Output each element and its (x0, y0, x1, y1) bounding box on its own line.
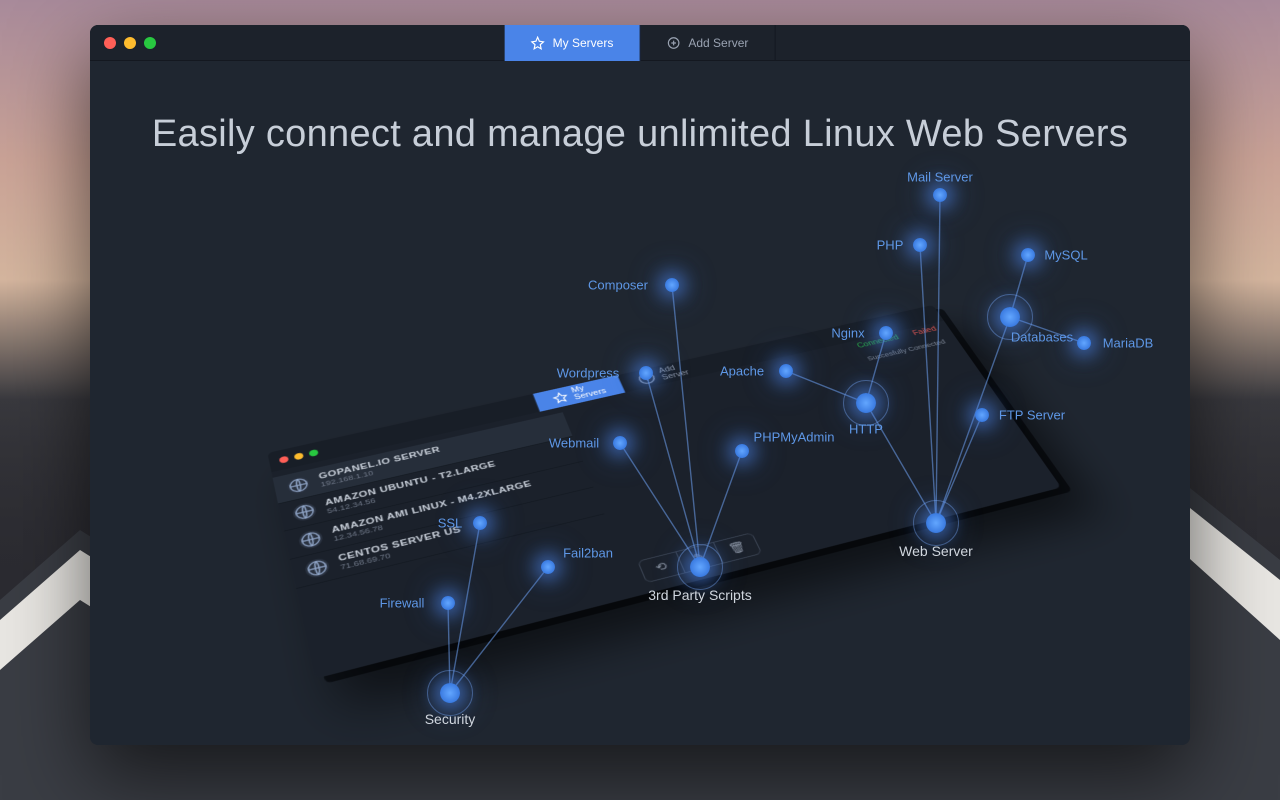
tab-my-servers[interactable]: My Servers (505, 25, 641, 61)
node-phpmyadmin[interactable] (735, 444, 749, 458)
node-dot (639, 366, 653, 380)
tab-label: My Servers (553, 36, 614, 50)
node-dot (473, 516, 487, 530)
node-label-mariadb: MariaDB (1103, 336, 1154, 351)
tab-label: Add Server (688, 36, 748, 50)
node-dot (735, 444, 749, 458)
minimize-icon[interactable] (124, 37, 136, 49)
node-dot (541, 560, 555, 574)
inner-tab-my-servers[interactable]: My Servers (533, 375, 625, 412)
node-dot (441, 596, 455, 610)
node-nginx[interactable] (879, 326, 893, 340)
close-icon[interactable] (279, 455, 289, 463)
node-ring (843, 380, 889, 426)
status-failed: Failed (911, 326, 938, 337)
node-composer[interactable] (665, 278, 679, 292)
zoom-icon[interactable] (144, 37, 156, 49)
node-dot (913, 238, 927, 252)
globe-icon (298, 529, 325, 551)
node-dot (665, 278, 679, 292)
node-fail2ban[interactable] (541, 560, 555, 574)
inner-tab-add-server[interactable]: Add Server (617, 357, 707, 393)
node-apache[interactable] (779, 364, 793, 378)
titlebar: My Servers Add Server (90, 25, 1190, 61)
node-mailserver[interactable] (933, 188, 947, 202)
node-label-composer: Composer (588, 278, 648, 293)
node-ring (677, 544, 723, 590)
minimize-icon[interactable] (294, 452, 304, 460)
tab-label: My Servers (570, 381, 607, 402)
node-dot (1021, 248, 1035, 262)
node-mariadb[interactable] (1077, 336, 1091, 350)
node-webserver[interactable] (926, 513, 946, 533)
node-php[interactable] (913, 238, 927, 252)
headline: Easily connect and manage unlimited Linu… (90, 113, 1190, 156)
inner-panel: My ServersAdd Server Connected Failed Su… (267, 305, 1061, 679)
node-firewall[interactable] (441, 596, 455, 610)
zoom-icon[interactable] (308, 449, 318, 457)
node-label-php: PHP (877, 238, 904, 253)
node-dot (879, 326, 893, 340)
tab-add-server[interactable]: Add Server (640, 25, 775, 61)
node-dot (779, 364, 793, 378)
node-dot (1077, 336, 1091, 350)
traffic-lights[interactable] (104, 37, 156, 49)
node-mysql[interactable] (1021, 248, 1035, 262)
node-http[interactable] (856, 393, 876, 413)
node-ssl[interactable] (473, 516, 487, 530)
node-webmail[interactable] (613, 436, 627, 450)
inner-traffic-lights[interactable] (279, 449, 319, 464)
close-icon[interactable] (104, 37, 116, 49)
node-ring (987, 294, 1033, 340)
node-ring (427, 670, 473, 716)
globe-icon (304, 557, 331, 580)
tab-label: Add Server (658, 362, 691, 381)
node-dot (613, 436, 627, 450)
node-security[interactable] (440, 683, 460, 703)
node-ftp[interactable] (975, 408, 989, 422)
node-scripts[interactable] (690, 557, 710, 577)
inner-titlebar: My Servers Add Server (267, 305, 944, 472)
node-label-mailserver: Mail Server (907, 170, 973, 185)
node-dot (933, 188, 947, 202)
node-ring (913, 500, 959, 546)
globe-icon (286, 475, 312, 496)
node-dot (975, 408, 989, 422)
node-databases[interactable] (1000, 307, 1020, 327)
node-wordpress[interactable] (639, 366, 653, 380)
inner-tabs: My Servers Add Server (533, 357, 707, 412)
globe-icon (292, 501, 318, 522)
stage: My ServersAdd Server Connected Failed Su… (200, 175, 1080, 715)
node-label-mysql: MySQL (1044, 248, 1087, 263)
main-window: My Servers Add Server Easily connect and … (90, 25, 1190, 745)
top-tabs: My Servers Add Server (505, 25, 776, 61)
